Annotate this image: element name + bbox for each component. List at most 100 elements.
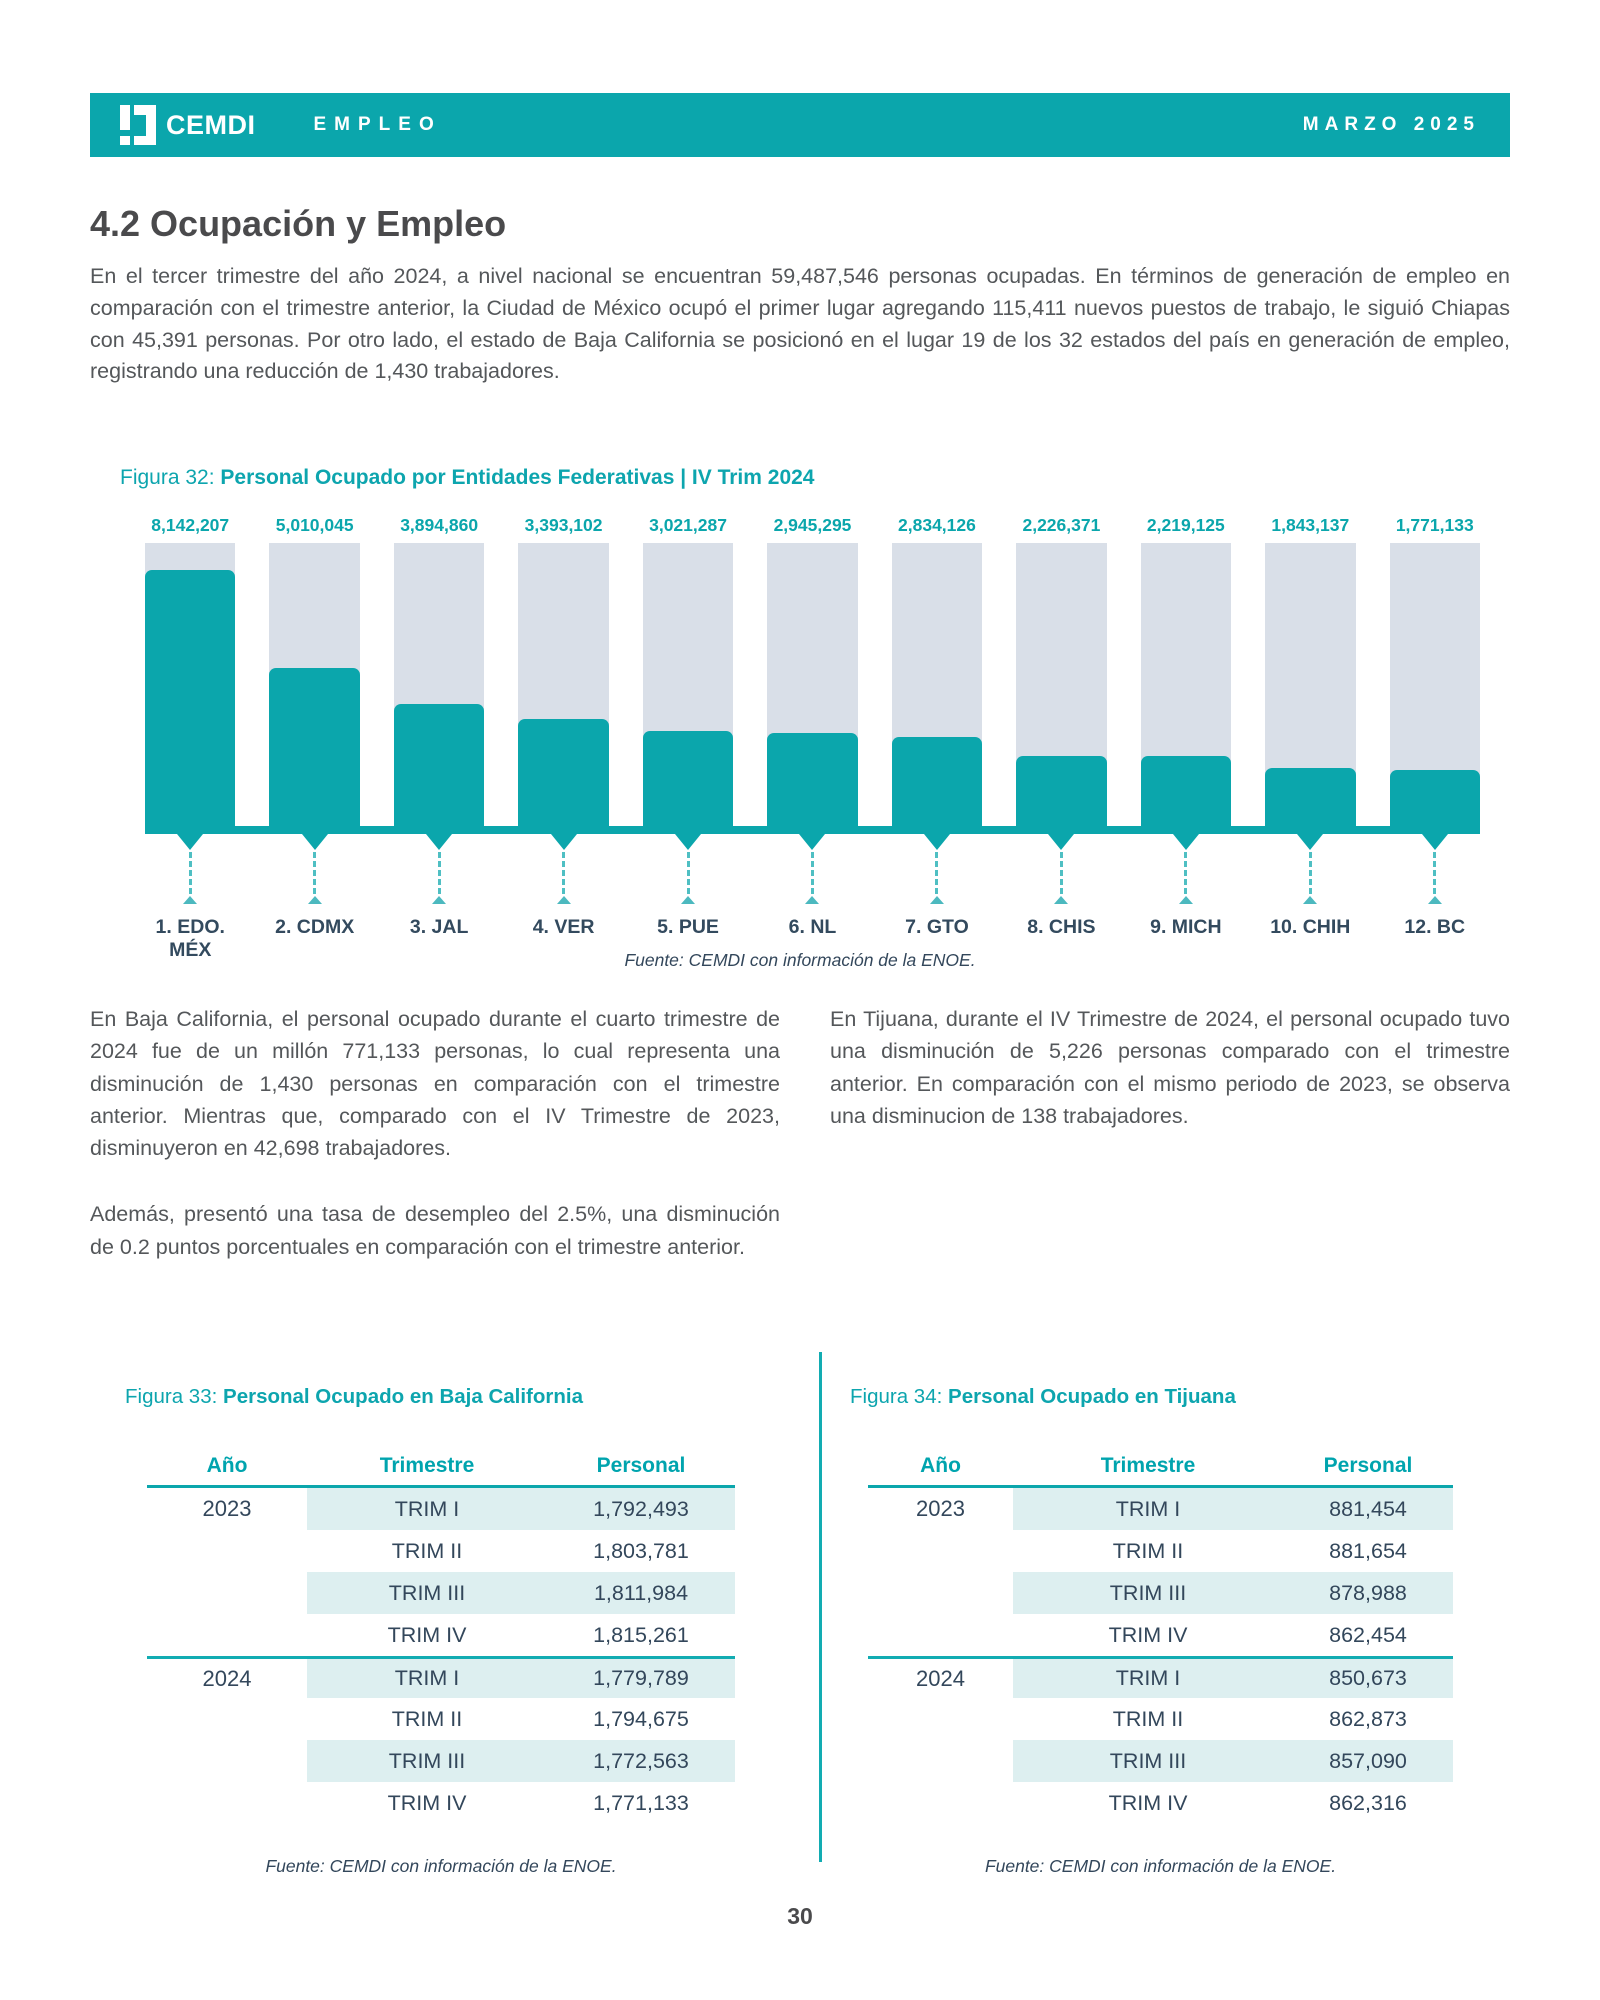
bar-track [1140,543,1232,826]
bar-track [518,543,609,826]
personal-cell: 857,090 [1329,1748,1407,1773]
trimestre-cell: TRIM I [1115,1496,1181,1521]
bar-fill [518,719,609,826]
tick-marker-icon [1178,896,1193,904]
bar-fill [1265,768,1356,826]
row-shade: TRIM IV 1,815,261 [307,1614,735,1656]
table-row: 2024 TRIM I 1,779,789 [147,1656,735,1698]
bar-track [1389,543,1480,826]
table-row: TRIM II 1,794,675 [147,1698,735,1740]
table-row: TRIM III 857,090 [868,1740,1453,1782]
column-divider [819,1352,822,1862]
bar-track [1265,543,1356,826]
page-number: 30 [787,1903,813,1929]
year-cell: 2023 [202,1496,252,1521]
tick-marker-icon [805,896,820,904]
personal-cell: 878,988 [1329,1580,1407,1605]
bar-slot-11: 1,771,133 12. BC [1389,515,1480,962]
bar-value-label: 2,945,295 [773,515,852,535]
bar-category-label: 5. PUE [657,916,719,938]
chart-baseline [145,826,1480,834]
bar-track [145,543,236,826]
figura34-caption: Figura 34: Personal Ocupado en Tijuana [850,1385,1236,1409]
bar-fill [1016,756,1107,826]
table-row: TRIM II 881,654 [868,1530,1453,1572]
intro-paragraph: En el tercer trimestre del año 2024, a n… [90,264,1510,384]
personal-cell: 1,772,563 [593,1748,689,1773]
trimestre-cell: TRIM II [391,1706,463,1731]
logo-text: CEMDI [166,109,256,140]
trimestre-cell: TRIM III [1109,1748,1187,1773]
dashed-connector [1308,852,1312,894]
column-header-ano: Año [920,1453,961,1477]
bar-fill [145,569,236,826]
personal-cell: 1,792,493 [593,1496,689,1521]
tick-marker-icon [307,896,322,904]
trimestre-cell: TRIM III [1109,1580,1187,1605]
dashed-connector [935,852,939,894]
page-title: 4.2 Ocupación y Empleo [90,203,507,244]
bar-chart-bars: 8,142,207 1. EDO. MÉX 5,010,045 2. CDMX 3,89… [145,515,1480,962]
tick-marker-icon [1303,896,1318,904]
personal-cell: 1,794,675 [593,1706,689,1731]
trimestre-cell: TRIM I [394,1496,460,1521]
dashed-connector [1184,852,1188,894]
row-shade: TRIM I 850,673 [1013,1659,1453,1698]
dashed-connector [437,852,441,894]
personal-cell: 1,779,789 [593,1666,689,1690]
year-cell: 2024 [202,1665,252,1691]
bar-value-label: 3,393,102 [524,515,603,535]
bar-track [1016,543,1107,826]
personal-cell: 1,815,261 [593,1622,689,1647]
bar-track [393,543,485,826]
column-header-ano: Año [206,1453,248,1477]
year-cell [147,1530,307,1572]
arrow-down-icon [799,834,826,850]
paragraph-baja-california: En Baja California, el personal ocupado … [90,1007,780,1160]
dashed-connector [1433,852,1437,894]
row-shade: TRIM I 1,792,493 [307,1488,735,1530]
figura33-label: Figura 33: [125,1385,218,1408]
bar-slot-1: 8,142,207 1. EDO. MÉX [145,515,236,962]
arrow-down-icon [1297,834,1324,850]
bar-value-label: 3,021,287 [649,515,727,535]
year-cell: 2024 [916,1665,965,1691]
paragraph-desempleo: Además, presentó una tasa de desempleo d… [90,1202,780,1259]
tick-marker-icon [432,896,447,904]
personal-cell: 1,803,781 [593,1538,689,1563]
personal-cell: 862,873 [1329,1706,1407,1731]
table-row: TRIM IV 862,316 [868,1782,1453,1824]
column-header-trimestre: Trimestre [379,1453,475,1477]
bar-category-label: 8. CHIS [1027,916,1096,938]
trimestre-cell: TRIM IV [1108,1790,1188,1815]
bar-slot-7: 2,834,126 7. GTO [891,515,983,962]
dashed-connector [313,852,317,894]
bar-track [767,543,858,826]
bar-slot-5: 3,021,287 5. PUE [642,515,734,962]
dashed-connector [562,852,566,894]
year-cell [147,1614,307,1656]
arrow-down-icon [1421,834,1448,850]
figura33-caption: Figura 33: Personal Ocupado en Baja Cali… [125,1385,583,1409]
row-shade: TRIM III 857,090 [1013,1740,1453,1782]
bar-slot-8: 2,226,371 8. CHIS [1016,515,1107,962]
table-row: TRIM III 1,772,563 [147,1740,735,1782]
trimestre-cell: TRIM IV [1108,1622,1188,1647]
bar-value-label: 5,010,045 [275,515,354,535]
column-header-trimestre: Trimestre [1100,1453,1196,1477]
figura32-title: Personal Ocupado por Entidades Federativ… [220,466,815,489]
row-shade: TRIM IV 1,771,133 [307,1782,735,1824]
year-cell [868,1572,1013,1614]
column-header-personal: Personal [596,1453,686,1477]
personal-cell: 862,316 [1329,1790,1407,1815]
bar-fill [767,733,858,826]
bar-slot-6: 2,945,295 6. NL [767,515,858,962]
dashed-connector [1059,852,1063,894]
tick-marker-icon [929,896,944,904]
trimestre-cell: TRIM IV [387,1622,467,1647]
bar-fill [393,703,485,826]
bar-fill [269,668,360,826]
bar-value-label: 3,894,860 [400,515,479,535]
table-header-row: Año Trimestre Personal [868,1446,1453,1488]
figura32-fuente: Fuente: CEMDI con información de la ENOE… [624,950,976,970]
